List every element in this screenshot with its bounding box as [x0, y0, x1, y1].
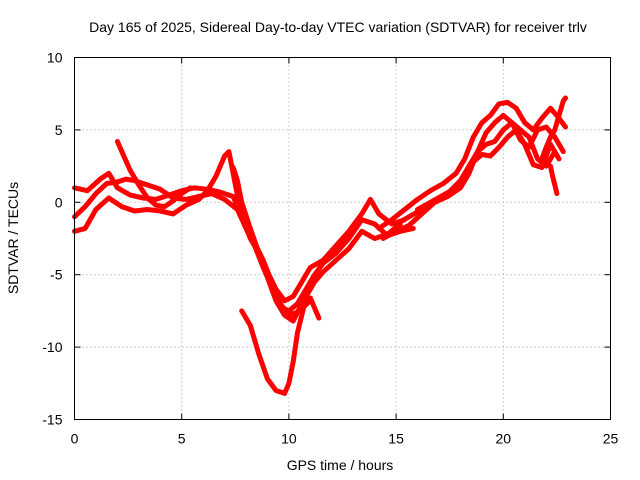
y-tick-label: 0: [55, 194, 63, 210]
x-tick-label: 5: [178, 431, 186, 447]
satellite-track-8-line: [380, 112, 566, 241]
y-tick-label: -5: [50, 267, 63, 283]
chart-title: Day 165 of 2025, Sidereal Day-to-day VTE…: [89, 19, 587, 35]
plot-frame: [74, 57, 611, 420]
y-tick-label: -10: [42, 339, 62, 355]
y-axis-label: SDTVAR / TECUs: [5, 182, 21, 294]
satellite-track-5-line: [230, 165, 322, 324]
satellite-track-10-line: [415, 127, 562, 212]
satellite-track-4-line: [114, 139, 193, 210]
series-layer: [72, 95, 568, 396]
x-tick-label: 20: [496, 431, 512, 447]
tick-label-layer: 0 5 10 15 20 25 -15 -10 -5 0 5 10: [42, 50, 618, 447]
x-tick-label: 0: [71, 431, 79, 447]
satellite-track-12-line: [548, 163, 560, 197]
satellite-track-11-line: [539, 95, 568, 162]
y-tick-label: -15: [42, 412, 62, 428]
x-tick-label: 10: [281, 431, 297, 447]
x-tick-label: 15: [388, 431, 404, 447]
y-tick-label: 10: [47, 50, 63, 66]
satellite-track-6-line: [239, 298, 313, 396]
satellite-track-2-line: [72, 176, 416, 314]
satellite-track-7-line: [376, 99, 568, 231]
x-axis-label: GPS time / hours: [287, 457, 394, 473]
tick-layer: [74, 57, 611, 420]
x-tick-label: 25: [603, 431, 619, 447]
y-tick-label: 5: [55, 122, 63, 138]
